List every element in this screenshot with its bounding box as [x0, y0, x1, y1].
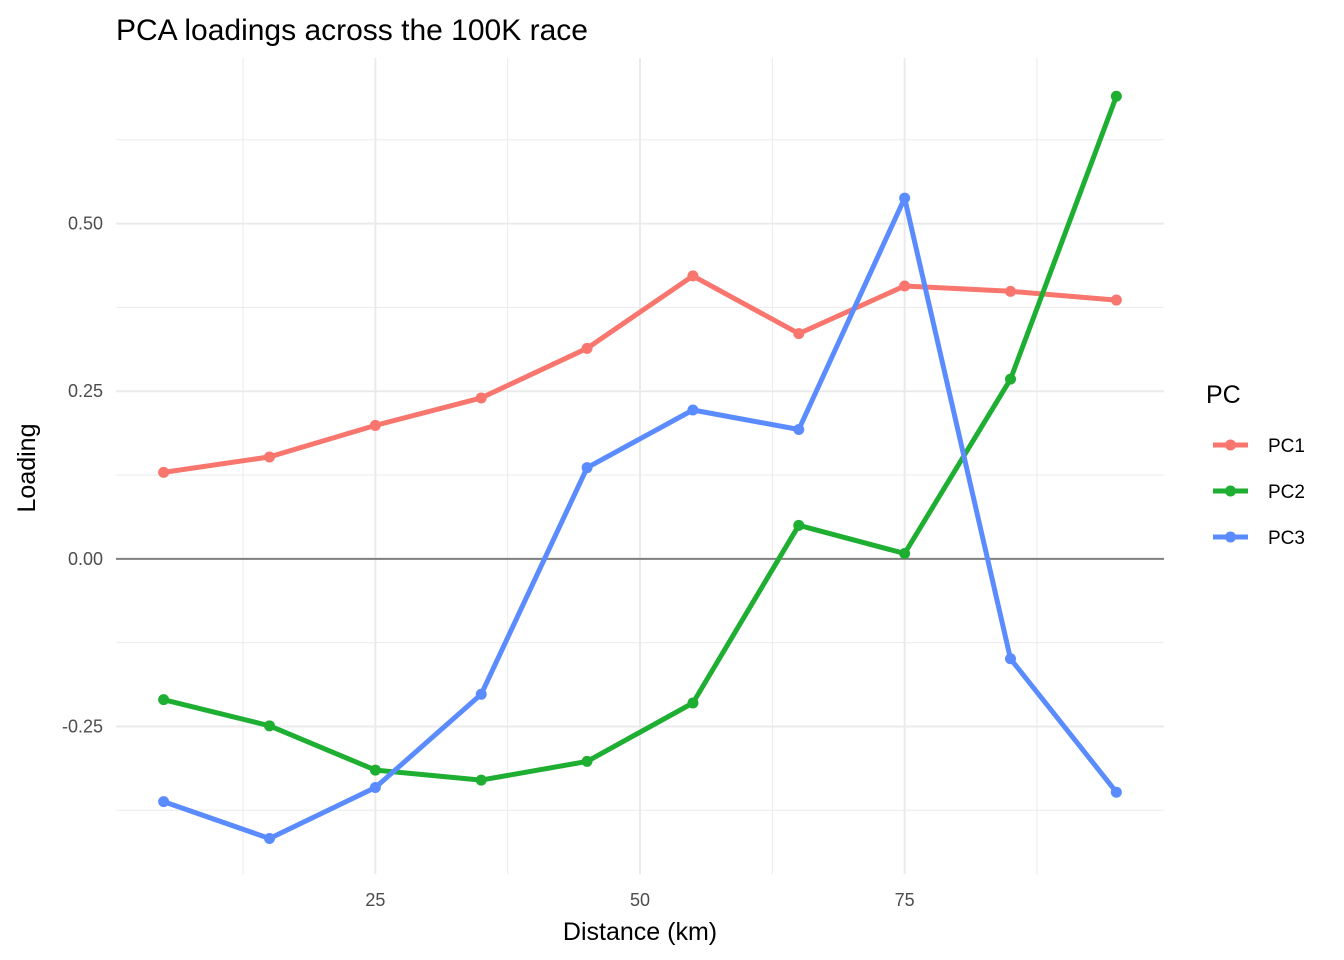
pc2-data-point [899, 548, 911, 560]
pc1-data-point [1005, 285, 1017, 297]
x-tick-label: 50 [630, 890, 650, 910]
y-tick-label: -0.25 [62, 716, 103, 736]
pc2-series-line [163, 95, 1119, 783]
pc3-data-point [263, 832, 275, 844]
pc1-data-point [263, 451, 275, 463]
pc2-data-point [793, 519, 805, 531]
legend-title: PC [1206, 381, 1241, 409]
pc1-legend-marker [1225, 439, 1236, 451]
pc2-legend-label: PC2 [1268, 482, 1305, 503]
y-axis-ticks: -0.25 0.00 0.25 0.50 [62, 214, 103, 737]
pc1-data-point [369, 419, 381, 431]
grid [116, 58, 1164, 874]
pc1-data-point [687, 270, 699, 282]
y-axis-title: Loading [13, 424, 41, 513]
pc3-legend-marker [1225, 531, 1236, 543]
x-axis-ticks: 25 50 75 [365, 890, 914, 910]
pc1-legend-label: PC1 [1268, 436, 1305, 457]
x-tick-label: 75 [895, 890, 915, 910]
series-layer [158, 90, 1122, 844]
pc2-data-point [1110, 90, 1122, 102]
pc3-legend-label: PC3 [1268, 528, 1305, 549]
pc1-data-point [158, 466, 170, 478]
pc2-data-point [687, 697, 699, 709]
x-tick-label: 25 [365, 890, 385, 910]
pc3-data-point [687, 404, 699, 416]
pc2-data-point [475, 774, 487, 786]
pc3-data-point [475, 688, 487, 700]
pc1-data-point [581, 342, 593, 354]
x-axis-title: Distance (km) [563, 918, 717, 946]
pc2-legend-marker [1225, 485, 1236, 497]
pc3-data-point [581, 462, 593, 474]
pc1-data-point [899, 280, 911, 292]
pc3-data-point [369, 782, 381, 794]
pc3-data-point [793, 423, 805, 435]
pc3-data-point [1110, 786, 1122, 798]
pc2-data-point [263, 720, 275, 732]
y-tick-label: 0.25 [68, 381, 103, 401]
pc2-data-point [581, 755, 593, 767]
pc1-data-point [793, 328, 805, 340]
pc3-series-line [162, 195, 1119, 841]
pc3-data-point [899, 192, 911, 204]
y-tick-label: 0.00 [68, 549, 103, 569]
pc3-data-point [1005, 653, 1017, 665]
pc3-data-point [158, 796, 170, 808]
pc2-data-point [369, 764, 381, 776]
pc1-series-line [163, 273, 1117, 475]
pc1-data-point [1110, 294, 1122, 306]
chart-title: PCA loadings across the 100K race [116, 14, 588, 47]
pc2-data-point [158, 694, 170, 706]
y-tick-label: 0.50 [68, 214, 103, 234]
pc1-data-point [475, 392, 487, 404]
legend: PC PC1 PC2 PC3 [1206, 381, 1305, 549]
pc2-data-point [1005, 373, 1017, 385]
